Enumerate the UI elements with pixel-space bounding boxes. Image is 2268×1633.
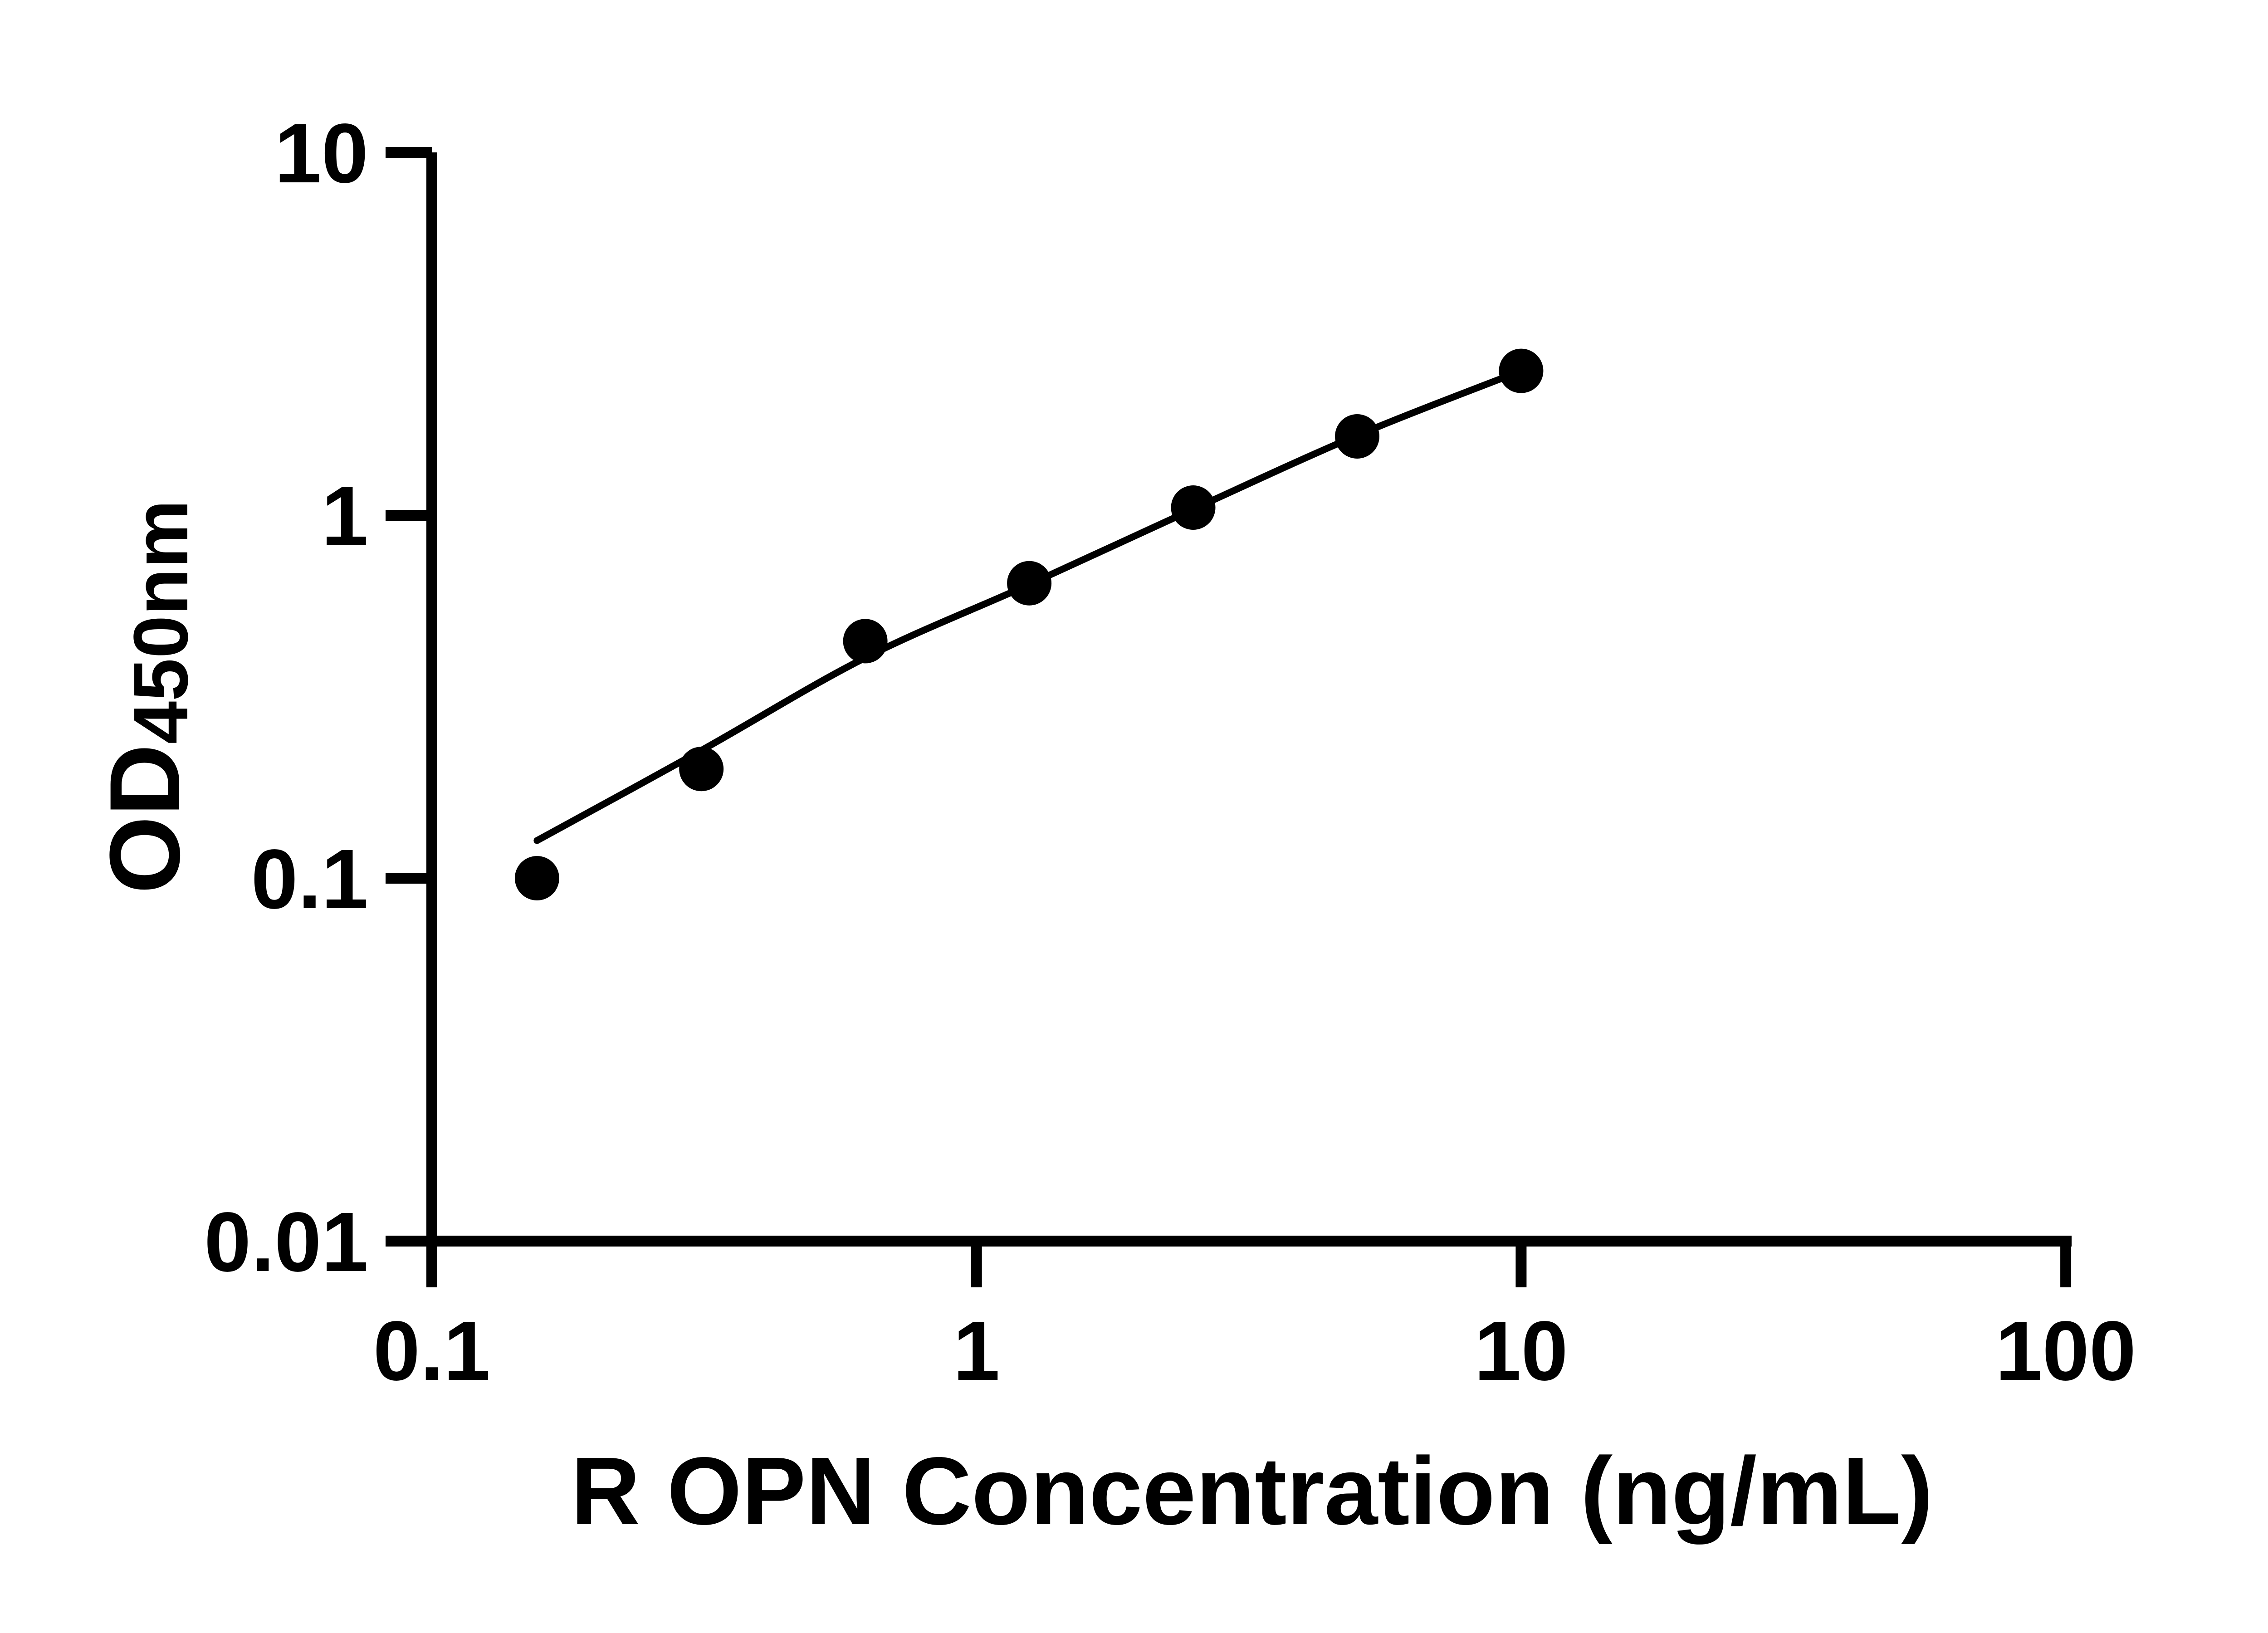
- x-tick-label: 10: [1474, 1304, 1568, 1398]
- data-point: [1007, 561, 1052, 606]
- y-tick-label: 10: [274, 107, 368, 200]
- y-axis-title-main: OD: [89, 744, 200, 894]
- data-point: [1499, 348, 1544, 393]
- y-axis-title: OD450nm: [89, 500, 204, 894]
- x-tick-label: 0.1: [373, 1304, 491, 1398]
- y-tick-label: 0.1: [251, 832, 368, 926]
- y-tick-label: 0.01: [204, 1195, 368, 1289]
- y-axis-title-sub: 450nm: [118, 500, 204, 744]
- x-axis-title: R OPN Concentration (ng/mL): [571, 1437, 1933, 1545]
- x-tick-label: 100: [1995, 1304, 2136, 1398]
- data-point: [514, 856, 559, 900]
- data-point: [1335, 414, 1379, 459]
- data-point: [843, 619, 888, 664]
- x-tick-label: 1: [953, 1304, 1000, 1398]
- data-point: [1171, 485, 1216, 530]
- y-tick-label: 1: [322, 469, 368, 563]
- axis-lines: [426, 152, 2072, 1247]
- data-point: [679, 747, 724, 792]
